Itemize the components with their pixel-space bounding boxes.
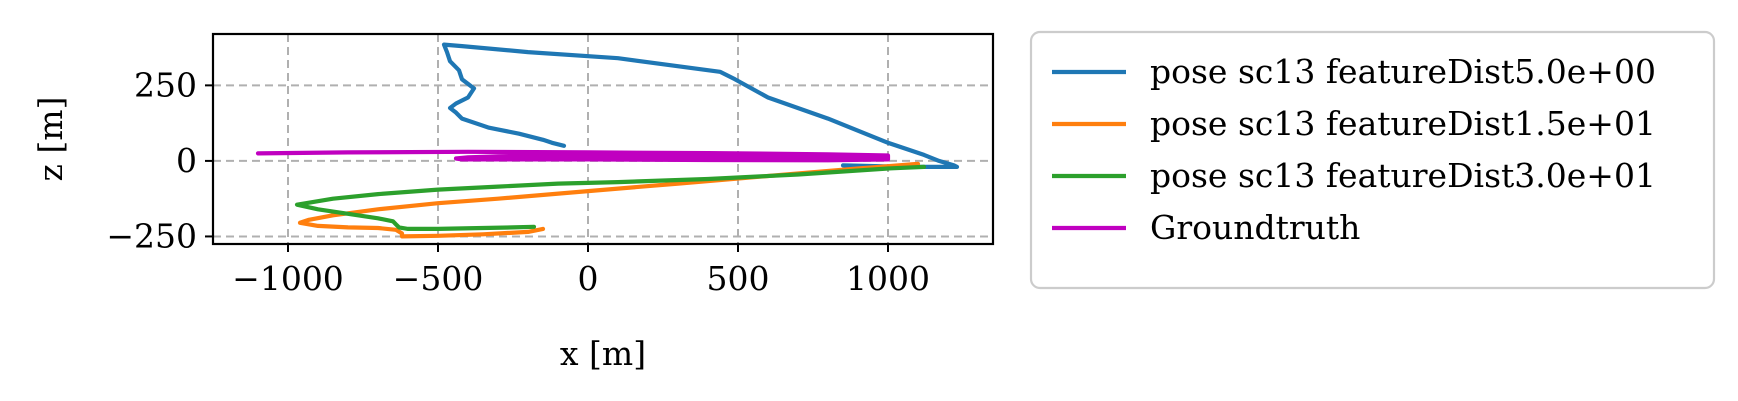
series-line-3 (255, 149, 891, 163)
x-ticks: −1000 −500 0 500 1000 (232, 244, 930, 298)
series-line-2 (294, 164, 927, 231)
legend-label-1: pose sc13 featureDist1.5e+01 (1150, 104, 1656, 143)
x-tick-label: 500 (707, 259, 770, 298)
legend-frame (1029, 30, 1716, 290)
x-tick-label: 1000 (846, 259, 930, 298)
series-line-0 (441, 42, 960, 169)
y-axis-label: z [m] (31, 97, 70, 182)
legend-label-3: Groundtruth (1150, 208, 1360, 247)
legend-label-0: pose sc13 featureDist5.0e+00 (1150, 52, 1656, 91)
legend: pose sc13 featureDist5.0e+00 pose sc13 fe… (1029, 30, 1716, 290)
y-tick-label: −250 (106, 216, 197, 255)
x-tick-label: 0 (578, 259, 599, 298)
y-ticks: −250 0 250 (106, 65, 213, 255)
x-axis-label: x [m] (560, 334, 646, 373)
x-tick-label: −500 (393, 259, 484, 298)
series-layer (255, 42, 960, 239)
y-tick-label: 0 (176, 141, 197, 180)
x-tick-label: −1000 (232, 259, 344, 298)
legend-label-2: pose sc13 featureDist3.0e+01 (1150, 156, 1656, 195)
y-tick-label: 250 (134, 65, 197, 104)
plot-frame (211, 32, 995, 246)
series-line-1 (297, 161, 921, 239)
